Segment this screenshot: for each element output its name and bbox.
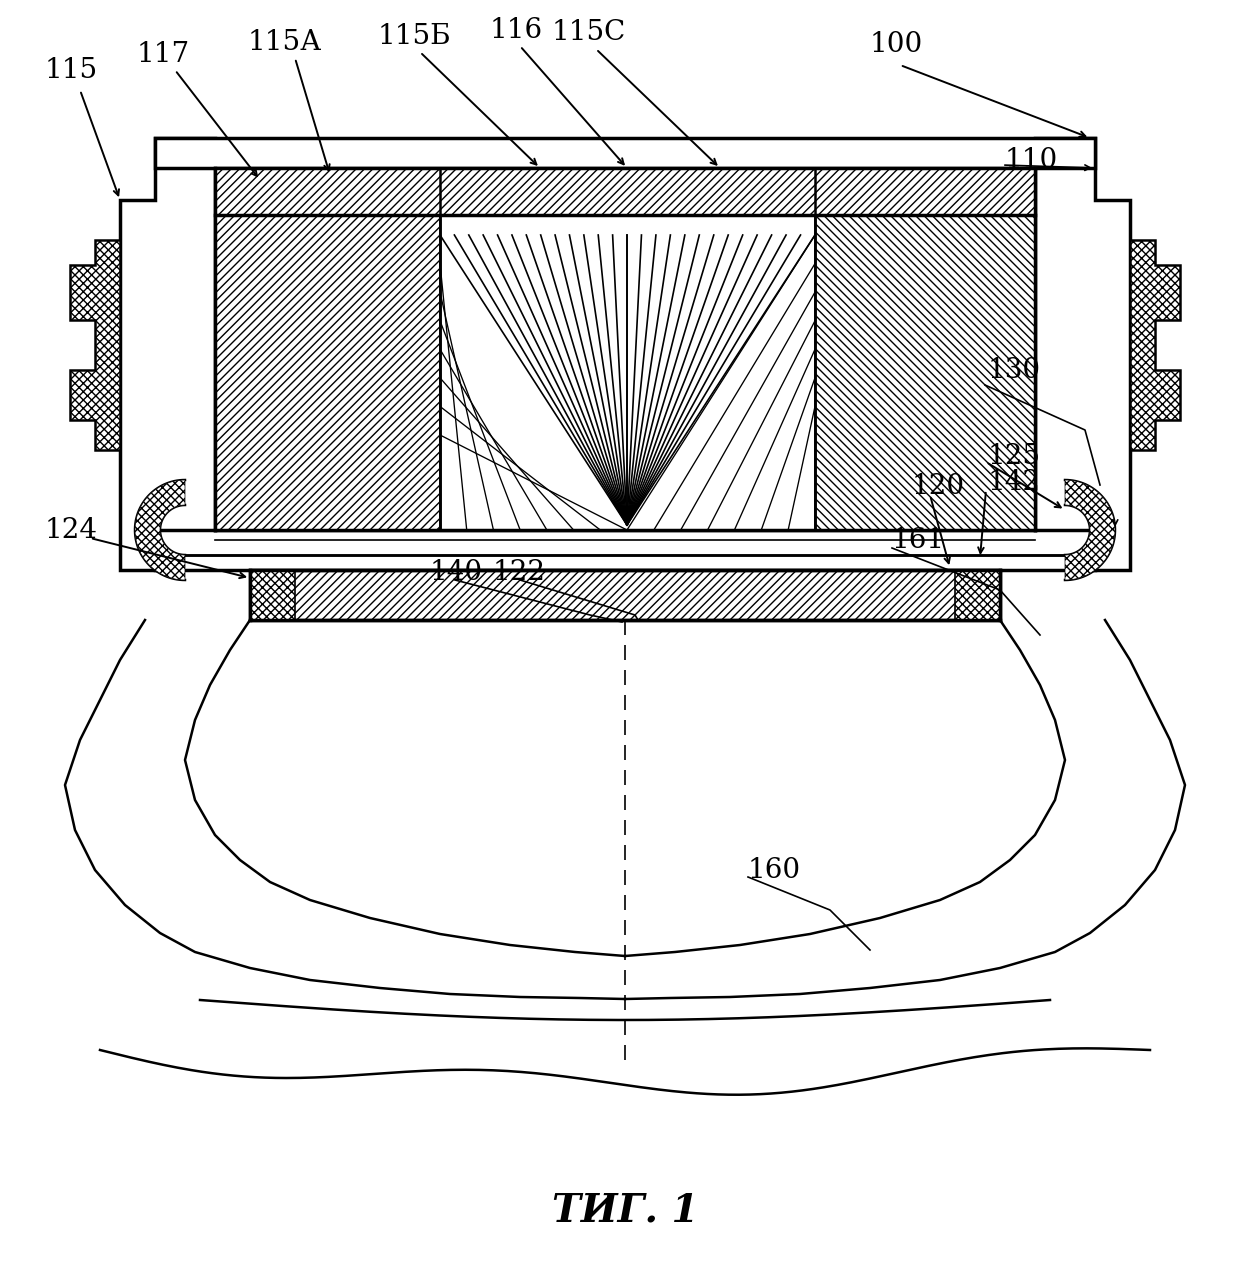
Polygon shape bbox=[250, 570, 1000, 620]
Text: 130: 130 bbox=[988, 357, 1042, 384]
Polygon shape bbox=[1130, 240, 1180, 450]
Text: 122: 122 bbox=[493, 558, 546, 585]
Polygon shape bbox=[816, 216, 1035, 530]
Polygon shape bbox=[120, 139, 215, 570]
Text: 110: 110 bbox=[1005, 146, 1058, 173]
Text: 116: 116 bbox=[490, 17, 543, 44]
Polygon shape bbox=[250, 570, 295, 620]
Text: 115А: 115А bbox=[249, 28, 322, 55]
Text: 142: 142 bbox=[988, 468, 1040, 495]
Text: 124: 124 bbox=[45, 517, 97, 544]
Polygon shape bbox=[1065, 480, 1115, 580]
Text: 115Б: 115Б bbox=[378, 23, 452, 50]
Polygon shape bbox=[955, 570, 1000, 620]
Polygon shape bbox=[440, 216, 816, 530]
Polygon shape bbox=[135, 480, 185, 580]
Text: 120: 120 bbox=[912, 472, 965, 499]
Polygon shape bbox=[155, 139, 1095, 168]
Text: 161: 161 bbox=[892, 526, 945, 553]
Polygon shape bbox=[215, 168, 1035, 530]
Text: 115С: 115С bbox=[552, 19, 626, 46]
Polygon shape bbox=[215, 168, 1035, 216]
Text: 125: 125 bbox=[988, 443, 1040, 470]
Polygon shape bbox=[1035, 139, 1130, 570]
Text: 100: 100 bbox=[871, 32, 923, 59]
Text: 117: 117 bbox=[137, 41, 190, 68]
Text: 115: 115 bbox=[45, 56, 99, 83]
Text: 140: 140 bbox=[430, 558, 483, 585]
Text: ΤИГ. 1: ΤИГ. 1 bbox=[552, 1191, 698, 1229]
Polygon shape bbox=[70, 240, 120, 450]
Polygon shape bbox=[215, 216, 440, 530]
Text: 160: 160 bbox=[748, 857, 801, 884]
